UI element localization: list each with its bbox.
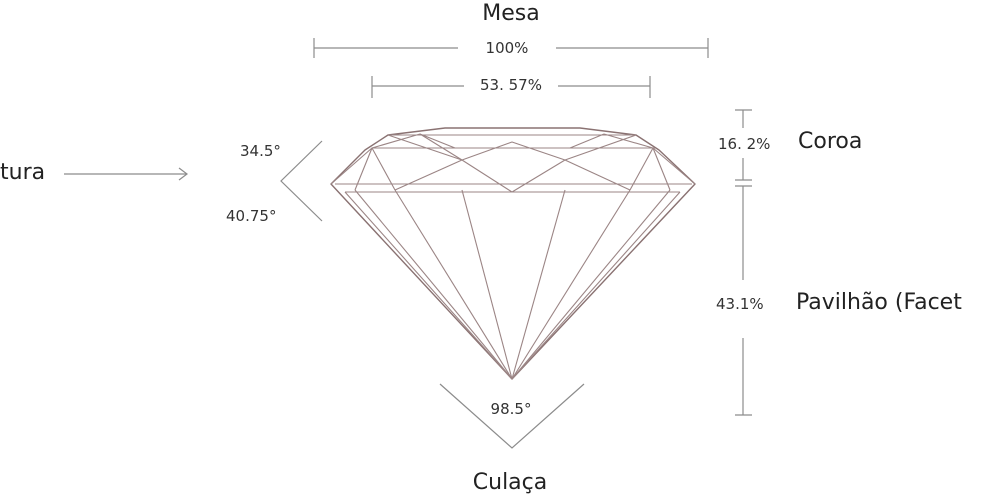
table-pct-dimension (371, 76, 651, 98)
pavilion-angle-label: 40.75° (226, 207, 277, 225)
girdle-arrow (64, 167, 188, 181)
girdle-label: tura (0, 160, 46, 185)
table-total-dimension (313, 38, 709, 58)
culet-angle-label: 98.5° (490, 400, 532, 418)
crown-label: Coroa (798, 129, 863, 154)
table-label: Mesa (482, 1, 540, 26)
crown-pct-label: 16. 2% (718, 135, 771, 153)
pavilion-label: Pavilhão (Facet (796, 290, 962, 315)
angle-chevron (280, 140, 323, 222)
culet-angle-chevron (439, 383, 585, 449)
culet-label: Culaça (472, 470, 548, 495)
table-pct-label: 53. 57% (480, 76, 542, 94)
pavilion-height-dimension (735, 185, 752, 416)
crown-angle-label: 34.5° (240, 142, 281, 160)
crown-height-dimension (735, 109, 752, 181)
pavilion-pct-label: 43.1% (716, 295, 764, 313)
diamond-outline (330, 127, 696, 380)
crown-facets (330, 133, 696, 193)
diamond-silhouette (330, 127, 696, 380)
table-total-label: 100% (485, 39, 529, 57)
pavilion-facets (344, 189, 681, 380)
